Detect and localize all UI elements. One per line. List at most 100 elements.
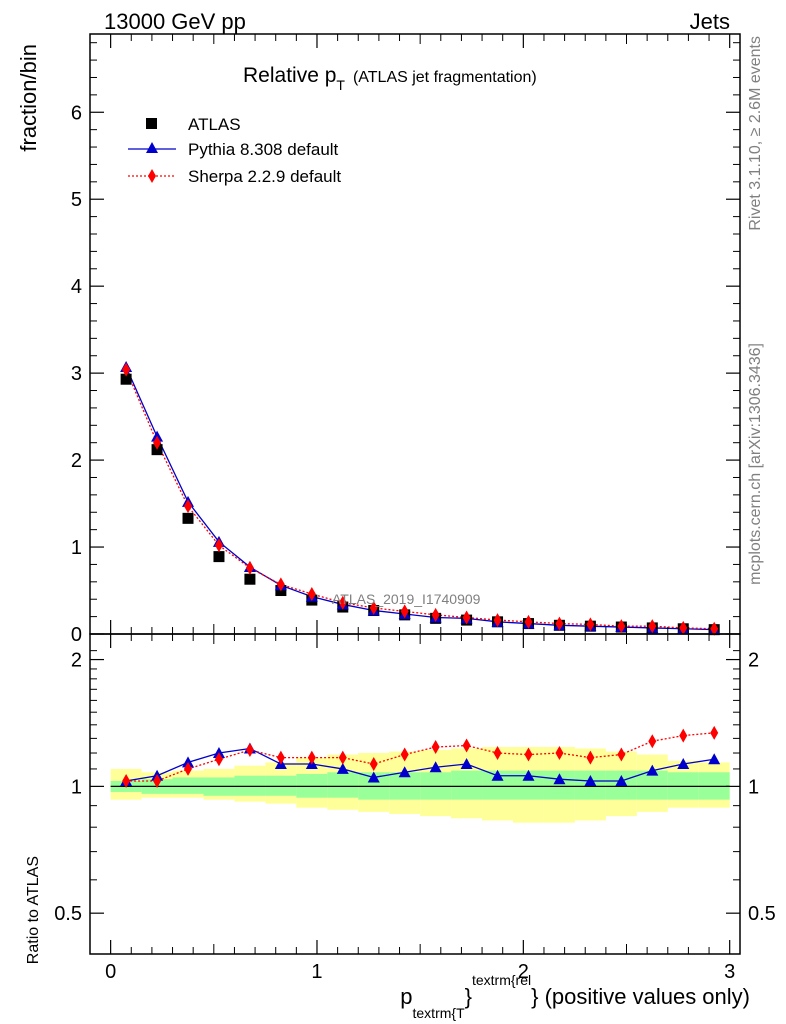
pythia-ratio-point: [615, 774, 628, 786]
sherpa-point: [710, 621, 719, 636]
sherpa-point: [524, 614, 533, 629]
y-tick-label: 5: [71, 189, 82, 211]
main-plot-area: [120, 361, 721, 636]
plot-title-note: (ATLAS jet fragmentation): [353, 69, 537, 86]
sherpa-ratio-point: [400, 747, 409, 762]
x-tick-label: 1: [311, 961, 322, 983]
pythia-ratio-point: [553, 773, 566, 785]
sherpa-ratio-point: [153, 773, 162, 788]
legend: ATLAS Pythia 8.308 default Sherpa 2.2.9 …: [128, 115, 341, 186]
analysis-label: ATLAS_2019_I1740909: [332, 591, 481, 607]
main-y-axis: 0 1 2 3 4 5 6: [71, 42, 740, 646]
uncertainty-band-inner: [172, 777, 204, 794]
pythia-ratio-point: [336, 762, 349, 774]
sherpa-ratio-point: [493, 746, 502, 761]
sherpa-point: [617, 619, 626, 634]
x-axis-label-sub: textrm{T: [413, 1005, 466, 1021]
sherpa-ratio-point: [431, 740, 440, 755]
y-tick-label: 3: [71, 363, 82, 385]
y-tick-label: 1: [71, 537, 82, 559]
atlas-point: [213, 551, 225, 563]
main-x-ticks: [110, 34, 731, 634]
ratio-frame: [89, 633, 741, 955]
pythia-ratio-point: [584, 774, 597, 786]
pythia-ratio-point: [398, 766, 411, 778]
legend-label-pythia: Pythia 8.308 default: [188, 140, 339, 159]
ratio-plot-area: [110, 725, 730, 823]
ratio-y-tick-label: 0.5: [54, 903, 82, 925]
x-axis-label: ptextrm{T}textrm{rel} (positive values o…: [400, 972, 750, 1021]
sherpa-point: [338, 595, 347, 610]
y-tick-label: 6: [71, 102, 82, 124]
sherpa-ratio-point: [710, 725, 719, 740]
ratio-y-tick-label: 2: [71, 650, 82, 672]
uncertainty-band-inner: [327, 772, 359, 798]
sherpa-ratio-point: [524, 747, 533, 762]
y-tick-label: 2: [71, 450, 82, 472]
sherpa-ratio-point: [214, 752, 223, 767]
sherpa-point: [369, 600, 378, 615]
sherpa-point: [276, 577, 285, 592]
plot-title-main: Relative p: [243, 64, 336, 87]
x-axis-label-sup: textrm{rel: [472, 972, 531, 988]
sherpa-ratio-point: [555, 746, 564, 761]
sherpa-point: [431, 607, 440, 622]
ratio-y-tick-label: 1: [71, 776, 82, 798]
sherpa-ratio-point: [462, 738, 471, 753]
y-tick-label: 0: [71, 624, 82, 646]
sherpa-ratio-point: [648, 734, 657, 749]
legend-marker-sherpa: [148, 169, 156, 183]
uncertainty-band-inner: [451, 770, 483, 800]
x-tick-label: 0: [105, 961, 116, 983]
main-panel: 0 1 2 3 4 5 6 fraction/bin ATLAS_2019_I1740909…: [16, 33, 741, 646]
sherpa-point: [679, 620, 688, 635]
x-tick-label: 2: [518, 961, 529, 983]
pythia-ratio-point: [522, 769, 535, 781]
sherpa-point: [245, 560, 254, 575]
plot-title-sub: T: [336, 77, 345, 93]
sherpa-line: [125, 369, 715, 630]
y-axis-label: fraction/bin: [16, 44, 41, 152]
sherpa-point: [184, 499, 193, 514]
atlas-point: [120, 373, 132, 385]
ratio-y-tick-label-right: 0.5: [748, 903, 776, 925]
ratio-y-tick-label-right: 1: [748, 776, 759, 798]
ratio-y-axis-label: Ratio to ATLAS: [25, 856, 42, 964]
x-axis-label-main: p: [400, 984, 412, 1009]
x-axis-label-tail: } (positive values only): [531, 984, 750, 1009]
sherpa-point: [493, 613, 502, 628]
legend-marker-pythia: [146, 142, 158, 153]
pythia-ratio-point: [677, 758, 690, 770]
pythia-ratio-point: [182, 756, 195, 768]
sherpa-point: [214, 538, 223, 553]
sherpa-point: [307, 587, 316, 601]
sherpa-point: [648, 619, 657, 634]
mcplots-label: mcplots.cern.ch [arXiv:1306.3436]: [747, 343, 764, 585]
legend-label-atlas: ATLAS: [188, 115, 241, 134]
ratio-y-tick-label-right: 2: [748, 650, 759, 672]
rivet-label: Rivet 3.1.10, ≥ 2.6M events: [747, 36, 764, 231]
sherpa-point: [555, 616, 564, 631]
pythia-ratio-point: [708, 753, 721, 765]
x-axis: 0 1 2 3: [105, 634, 735, 983]
legend-label-sherpa: Sherpa 2.2.9 default: [188, 167, 341, 186]
sherpa-ratio-point: [369, 757, 378, 772]
plot-title: Relative pT (ATLAS jet fragmentation): [243, 64, 537, 93]
ratio-panel: 0.5 0.5 1 1 2 2 0 1 2 3 Ratio to ATLAS ptextrm{T…: [25, 633, 776, 1021]
sherpa-point: [400, 604, 409, 619]
sherpa-ratio-point: [338, 750, 347, 765]
sherpa-point: [153, 435, 162, 450]
sherpa-ratio-point: [276, 750, 285, 765]
process-label: Jets: [690, 9, 730, 34]
sherpa-point: [586, 617, 595, 632]
ratio-y-axis: 0.5 0.5 1 1 2 2: [54, 650, 776, 926]
pythia-ratio-point: [429, 761, 442, 773]
sherpa-ratio-point: [184, 761, 193, 776]
x-axis-label-close: }: [465, 984, 472, 1009]
atlas-point: [244, 573, 256, 585]
sherpa-ratio-point: [307, 750, 316, 765]
pythia-ratio-point: [460, 758, 473, 770]
legend-marker-atlas: [146, 118, 157, 129]
pythia-ratio-point: [646, 764, 659, 776]
